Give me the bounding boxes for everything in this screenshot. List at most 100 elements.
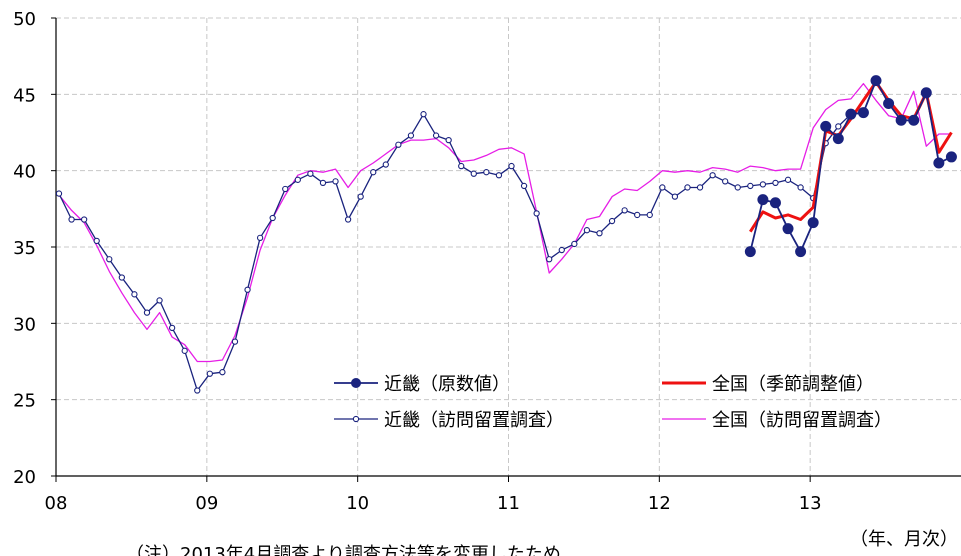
y-tick-label: 35 bbox=[13, 238, 36, 259]
y-tick-label: 20 bbox=[13, 467, 36, 488]
y-tick-label: 45 bbox=[13, 85, 36, 106]
data-point bbox=[734, 184, 741, 191]
series-3 bbox=[58, 82, 952, 363]
data-point bbox=[621, 207, 628, 214]
data-point bbox=[382, 161, 389, 168]
data-point bbox=[194, 387, 201, 394]
data-point bbox=[684, 184, 691, 191]
data-point bbox=[546, 256, 553, 263]
axes bbox=[51, 17, 961, 482]
data-point bbox=[344, 216, 352, 223]
data-point bbox=[797, 184, 804, 191]
data-point bbox=[55, 190, 63, 197]
data-point bbox=[659, 184, 666, 191]
data-point bbox=[807, 217, 819, 229]
data-point bbox=[470, 170, 477, 177]
data-point bbox=[920, 87, 932, 99]
data-point bbox=[784, 176, 792, 183]
data-point bbox=[571, 240, 578, 248]
legend-item-0: 近畿（原数値） bbox=[334, 374, 510, 395]
data-point bbox=[933, 157, 945, 169]
data-point bbox=[395, 141, 402, 148]
series-layer bbox=[55, 75, 957, 394]
data-point bbox=[558, 246, 565, 254]
legend-label: 全国（季節調整値） bbox=[712, 374, 874, 395]
data-point bbox=[106, 256, 113, 263]
data-point bbox=[722, 178, 729, 185]
data-point bbox=[131, 291, 138, 298]
data-point bbox=[156, 297, 163, 304]
y-tick-label: 25 bbox=[13, 391, 36, 412]
data-point bbox=[307, 170, 314, 177]
series-line bbox=[58, 79, 952, 392]
data-point bbox=[945, 151, 957, 163]
y-tick-label: 50 bbox=[13, 9, 36, 30]
grid bbox=[56, 17, 961, 476]
data-point bbox=[432, 132, 440, 139]
data-point bbox=[256, 234, 264, 241]
y-tick-label: 30 bbox=[13, 314, 36, 335]
data-point bbox=[870, 75, 882, 87]
data-point bbox=[269, 214, 276, 222]
data-point bbox=[294, 176, 301, 183]
data-point bbox=[772, 179, 779, 187]
data-point bbox=[646, 211, 653, 219]
data-point bbox=[583, 227, 591, 234]
series-0 bbox=[744, 75, 957, 258]
data-point bbox=[908, 114, 920, 126]
legend-marker bbox=[351, 378, 361, 388]
series-1 bbox=[55, 77, 955, 394]
data-point bbox=[483, 169, 490, 176]
legend: 近畿（原数値） 全国（季節調整値） 近畿（訪問留置調査） 全国（訪問留置調査） bbox=[334, 374, 892, 431]
data-point bbox=[696, 184, 704, 191]
data-point bbox=[596, 230, 603, 237]
data-point bbox=[832, 133, 844, 145]
legend-item-3: 全国（訪問留置調査） bbox=[662, 410, 892, 431]
data-point bbox=[282, 185, 289, 193]
data-point bbox=[420, 111, 427, 118]
series-line bbox=[58, 82, 952, 363]
data-point bbox=[835, 123, 842, 130]
data-point bbox=[608, 217, 616, 225]
data-point bbox=[357, 193, 364, 200]
x-tick-label: 11 bbox=[497, 493, 520, 514]
data-point bbox=[769, 197, 781, 209]
data-point bbox=[520, 182, 528, 190]
footnote: （注）2013年4月調査より調査方法等を変更したため bbox=[126, 544, 561, 556]
legend-label: 全国（訪問留置調査） bbox=[712, 410, 892, 431]
data-point bbox=[895, 114, 907, 126]
data-point bbox=[68, 216, 75, 223]
data-point bbox=[747, 182, 754, 190]
data-point bbox=[757, 194, 769, 206]
data-point bbox=[857, 107, 869, 119]
x-tick-label: 09 bbox=[195, 493, 218, 514]
legend-label: 近畿（原数値） bbox=[384, 374, 510, 395]
data-point bbox=[168, 324, 176, 332]
x-tick-label: 12 bbox=[648, 493, 671, 514]
data-point bbox=[332, 178, 339, 185]
data-point bbox=[407, 132, 415, 139]
x-tick-label: 08 bbox=[45, 493, 68, 514]
data-point bbox=[495, 172, 503, 179]
data-point bbox=[671, 193, 679, 200]
data-point bbox=[845, 108, 857, 120]
y-tick-label: 40 bbox=[13, 162, 36, 183]
data-point bbox=[118, 274, 125, 281]
x-axis-label: （年、月次） bbox=[850, 529, 958, 550]
data-point bbox=[883, 97, 895, 109]
data-point bbox=[143, 309, 151, 316]
data-point bbox=[820, 120, 832, 132]
data-point bbox=[231, 338, 239, 345]
data-point bbox=[219, 369, 226, 376]
data-point bbox=[370, 169, 377, 176]
data-point bbox=[80, 216, 88, 223]
data-point bbox=[709, 172, 716, 179]
data-point bbox=[533, 210, 540, 217]
data-point bbox=[319, 179, 327, 187]
data-point bbox=[782, 223, 794, 235]
data-point bbox=[508, 162, 515, 170]
legend-item-1: 近畿（訪問留置調査） bbox=[334, 410, 564, 431]
data-point bbox=[206, 370, 213, 377]
data-point bbox=[445, 136, 452, 144]
